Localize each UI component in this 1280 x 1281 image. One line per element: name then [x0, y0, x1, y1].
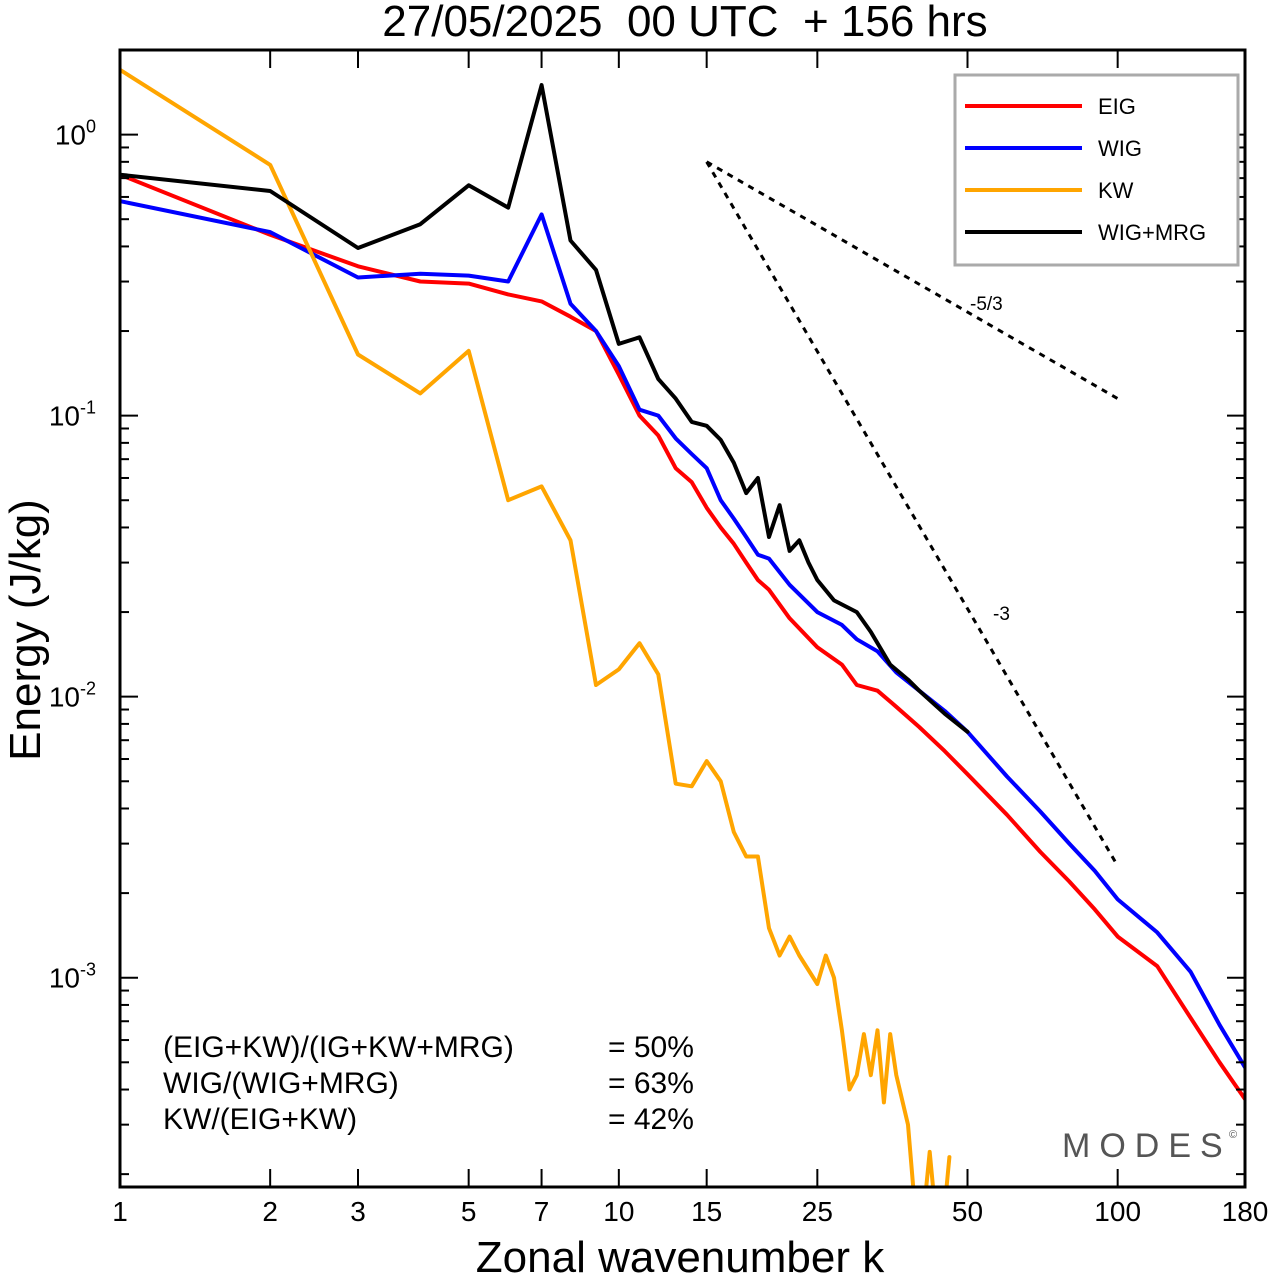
y-axis-label: Energy (J/kg) [1, 499, 50, 761]
legend-label: EIG [1098, 94, 1136, 119]
x-tick-label: 15 [691, 1196, 722, 1227]
ratio-label: (EIG+KW)/(IG+KW+MRG) [163, 1031, 514, 1064]
y-tick-label: 10-2 [49, 679, 96, 713]
x-tick-label: 25 [802, 1196, 833, 1227]
slope-line-1 [705, 161, 1119, 867]
x-tick-label: 5 [461, 1196, 477, 1227]
x-tick-label: 180 [1222, 1196, 1269, 1227]
series-line-eig [120, 172, 1245, 1102]
modes-watermark: MODES [1062, 1127, 1232, 1165]
reference-lines: -5/3 -3 [705, 160, 1119, 867]
ratio-value: = 63% [608, 1067, 694, 1100]
legend-label: KW [1098, 178, 1134, 203]
axes: 1 2 3 5 7 10 15 25 50 100 180 100 10-1 10-2 10-3 [49, 48, 1269, 1227]
legend-label: WIG [1098, 136, 1142, 161]
ratio-annotations: (EIG+KW)/(IG+KW+MRG) = 50% WIG/(WIG+MRG) = … [163, 1031, 694, 1136]
x-tick-label: 2 [262, 1196, 278, 1227]
series-layer [120, 67, 1245, 1187]
x-tick-label: 3 [350, 1196, 366, 1227]
legend-label: WIG+MRG [1098, 220, 1206, 245]
series-line-wig [120, 199, 1245, 1070]
x-tick-label: 10 [603, 1196, 634, 1227]
x-tick-label: 50 [952, 1196, 983, 1227]
slope-label-0: -5/3 [970, 294, 1003, 315]
x-tick-label: 7 [534, 1196, 550, 1227]
plot-frame [118, 48, 1247, 1189]
x-tick-label: 100 [1094, 1196, 1141, 1227]
y-tick-label: 10-1 [49, 398, 96, 432]
legend: EIG WIG KW WIG+MRG [953, 73, 1240, 267]
copyright-mark: © [1229, 1129, 1237, 1141]
x-axis-label: Zonal wavenumber k [476, 1233, 885, 1281]
chart-title: 27/05/2025 00 UTC + 156 hrs [382, 0, 987, 46]
ratio-value: = 50% [608, 1031, 694, 1064]
series-line-kw [120, 67, 952, 1187]
slope-label-1: -3 [993, 604, 1010, 625]
x-tick-label: 1 [112, 1196, 128, 1227]
y-tick-label: 100 [55, 117, 96, 151]
ratio-label: KW/(EIG+KW) [163, 1103, 357, 1136]
ratio-value: = 42% [608, 1103, 694, 1136]
y-tick-label: 10-3 [49, 960, 96, 994]
series-line-wig-mrg [120, 83, 970, 734]
ratio-label: WIG/(WIG+MRG) [163, 1067, 399, 1100]
